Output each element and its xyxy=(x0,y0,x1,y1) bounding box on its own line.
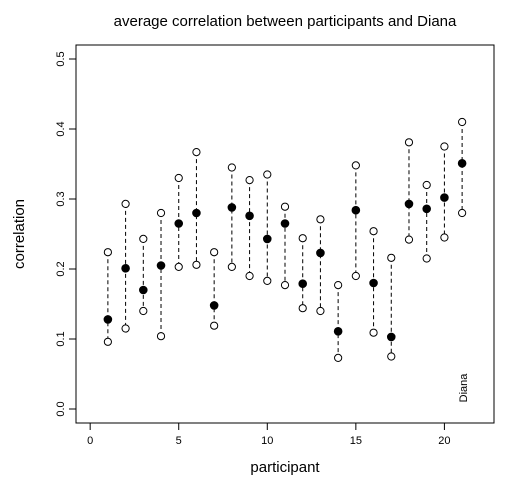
lower-point xyxy=(103,337,112,346)
y-axis-title: correlation xyxy=(11,199,28,269)
lower-point xyxy=(387,352,396,361)
lower-point xyxy=(210,321,219,330)
upper-point xyxy=(121,199,130,208)
mean-point xyxy=(280,219,290,228)
mean-point xyxy=(298,279,308,289)
mean-point xyxy=(245,211,254,221)
lower-point xyxy=(227,262,236,271)
mean-point xyxy=(103,315,113,324)
lower-point xyxy=(139,306,148,316)
mean-point xyxy=(333,327,343,336)
lower-point xyxy=(369,328,378,337)
mean-point xyxy=(209,301,219,310)
upper-point xyxy=(369,227,378,236)
x-tick-label: 10 xyxy=(261,435,273,447)
mean-point xyxy=(316,248,325,258)
plot-frame xyxy=(75,44,495,424)
y-tick-label: 0.1 xyxy=(55,331,67,346)
y-tick-label: 0.3 xyxy=(55,191,67,206)
upper-point xyxy=(387,253,396,262)
upper-point xyxy=(103,248,112,257)
upper-point xyxy=(440,142,449,151)
mean-point xyxy=(351,205,361,215)
y-tick-label: 0.2 xyxy=(55,261,67,276)
upper-point xyxy=(227,163,236,172)
lower-point xyxy=(263,276,272,285)
x-axis: 0 5 10 15 20 xyxy=(87,423,451,447)
upper-point xyxy=(404,138,414,147)
upper-point xyxy=(298,234,307,243)
mean-point xyxy=(121,264,130,273)
x-tick-label: 5 xyxy=(176,435,182,447)
mean-point xyxy=(422,204,431,214)
upper-point xyxy=(263,170,272,179)
upper-point xyxy=(245,176,254,185)
data-layer xyxy=(103,117,467,362)
upper-point xyxy=(422,180,431,190)
mean-point xyxy=(227,203,237,212)
lower-point xyxy=(334,353,343,362)
upper-point xyxy=(280,202,290,211)
y-tick-label: 0.4 xyxy=(55,121,67,136)
diana-annotation: Diana xyxy=(458,373,470,403)
upper-point xyxy=(139,234,148,243)
upper-point xyxy=(210,248,219,257)
lower-point xyxy=(351,271,360,281)
x-tick-label: 0 xyxy=(87,435,93,447)
upper-point xyxy=(334,281,343,290)
upper-point xyxy=(316,215,325,224)
y-tick-label: 0.5 xyxy=(55,51,67,66)
lower-point xyxy=(440,233,449,242)
lower-point xyxy=(298,304,307,313)
mean-point xyxy=(139,285,148,295)
mean-point xyxy=(369,278,378,288)
lower-point xyxy=(280,281,290,290)
x-tick-label: 20 xyxy=(438,435,450,447)
mean-point xyxy=(192,208,201,218)
upper-point xyxy=(192,148,201,157)
upper-point xyxy=(351,161,360,170)
mean-point xyxy=(156,261,166,270)
mean-point xyxy=(386,332,396,342)
mean-point xyxy=(440,193,449,202)
mean-point xyxy=(262,234,272,244)
x-axis-title: participant xyxy=(250,459,320,476)
lower-point xyxy=(192,260,201,269)
upper-point xyxy=(156,208,166,218)
chart-title: average correlation between participants… xyxy=(114,13,457,30)
lower-point xyxy=(121,324,130,333)
y-axis: 0.0 0.1 0.2 0.3 0.4 0.5 xyxy=(55,51,76,417)
upper-point xyxy=(458,117,467,127)
y-tick-label: 0.0 xyxy=(55,401,67,416)
x-tick-label: 15 xyxy=(350,435,362,447)
mean-point xyxy=(457,159,467,168)
upper-point xyxy=(174,173,183,183)
lower-point xyxy=(404,235,414,244)
lower-point xyxy=(458,208,467,218)
lower-point xyxy=(174,262,183,271)
lower-point xyxy=(316,306,325,316)
lower-point xyxy=(422,254,431,263)
lower-point xyxy=(245,271,254,281)
mean-point xyxy=(404,199,414,209)
lower-point xyxy=(156,332,166,341)
mean-point xyxy=(174,219,184,228)
